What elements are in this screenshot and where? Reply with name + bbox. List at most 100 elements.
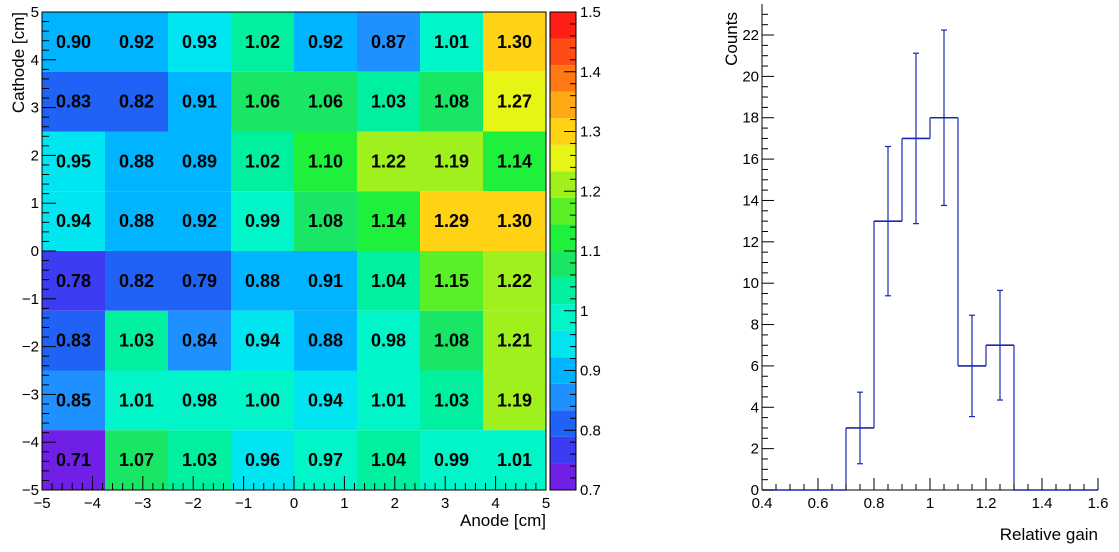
heatmap-cell — [168, 310, 231, 371]
x-tick-label: 0.6 — [808, 495, 829, 512]
histogram-axes — [761, 4, 1098, 491]
heatmap-cell-value: 1.02 — [245, 151, 280, 171]
heatmap-cell-value: 1.01 — [497, 450, 532, 470]
heatmap-cell — [168, 251, 231, 311]
colorbar-band — [550, 171, 576, 198]
colorbar: 0.7 0.8 0.9 1 1.1 1.2 1.3 1.4 1.5 — [549, 4, 601, 499]
y-tick-label: 5 — [31, 4, 39, 21]
heatmap-cell-value: 1.06 — [245, 92, 280, 112]
heatmap-cell — [420, 251, 483, 311]
histogram-y-ticks: 0 2 4 6 8 10 12 14 16 18 20 22 — [742, 13, 774, 499]
x-tick-label: 3 — [441, 495, 449, 512]
heatmap-cell-value: 1.03 — [182, 450, 217, 470]
heatmap-cell — [42, 310, 105, 371]
x-tick-label: 0.8 — [864, 495, 885, 512]
y-tick-label: 4 — [31, 52, 39, 69]
heatmap-cell-value: 1.01 — [119, 390, 154, 410]
heatmap-cell — [231, 12, 294, 72]
colorbar-bands — [550, 12, 576, 490]
histogram-panel: 0.4 0.6 0.8 1 1.2 1.4 1.6 0246810121416182022 … — [722, 4, 1108, 544]
heatmap-cell — [168, 131, 231, 192]
colorbar-band — [550, 251, 576, 278]
heatmap-cell-value: 1.14 — [497, 151, 532, 171]
heatmap-cell — [483, 310, 546, 371]
heatmap-cell-value: 0.99 — [245, 211, 280, 231]
heatmap-cell — [483, 191, 546, 251]
heatmap-cell-value: 1.01 — [371, 390, 406, 410]
heatmap-cell-value: 1.30 — [497, 211, 532, 231]
heatmap-cell — [420, 12, 483, 72]
y-tick-label: 4 — [751, 399, 759, 416]
heatmap-cell — [357, 310, 420, 371]
colorbar-ticks: 0.7 0.8 0.9 1 1.1 1.2 1.3 1.4 1.5 — [564, 4, 601, 499]
heatmap-cell — [42, 370, 105, 431]
heatmap-cell — [357, 12, 420, 72]
x-tick-label: 1 — [340, 495, 348, 512]
colorbar-tick-label: 1.2 — [580, 183, 601, 200]
heatmap-cell-value: 1.06 — [308, 92, 343, 112]
x-tick-label: −4 — [84, 495, 101, 512]
colorbar-band — [550, 304, 576, 331]
heatmap-cell — [420, 310, 483, 371]
heatmap-cell — [105, 430, 168, 490]
heatmap-cell — [294, 310, 357, 371]
y-tick-label: 10 — [742, 275, 759, 292]
y-tick-label: 1 — [31, 195, 39, 212]
colorbar-band — [550, 197, 576, 225]
heatmap-cell — [231, 370, 294, 431]
histogram-y-axis-label: Counts — [722, 12, 741, 66]
heatmap-cell — [231, 310, 294, 371]
heatmap-cell-value: 0.84 — [182, 331, 217, 351]
heatmap-cell — [105, 191, 168, 251]
heatmap-cell-value: 1.03 — [371, 92, 406, 112]
heatmap-cell-value: 0.98 — [371, 331, 406, 351]
y-tick-label: −1 — [22, 291, 39, 308]
heatmap-cell — [357, 251, 420, 311]
heatmap-cell — [420, 71, 483, 132]
heatmap-cell — [420, 191, 483, 251]
heatmap-cell-value: 1.08 — [308, 211, 343, 231]
heatmap-cell-value: 1.27 — [497, 92, 532, 112]
heatmap-cell-value: 0.88 — [245, 271, 280, 291]
colorbar-band — [550, 65, 576, 92]
colorbar-band — [550, 463, 576, 490]
heatmap-cell-value: 0.78 — [56, 271, 91, 291]
heatmap-cell-value: 1.21 — [497, 331, 532, 351]
y-tick-label: 14 — [742, 192, 759, 209]
y-tick-label: 0 — [751, 482, 759, 499]
heatmap-cell — [420, 430, 483, 490]
colorbar-band — [550, 436, 576, 464]
heatmap-cell — [294, 71, 357, 132]
heatmap-cell-value: 0.88 — [119, 151, 154, 171]
heatmap-cell-value: 0.94 — [245, 331, 280, 351]
heatmap-cell-value: 1.07 — [119, 450, 154, 470]
heatmap-cell-value: 1.14 — [371, 211, 406, 231]
heatmap-value-labels: 0.90 0.92 0.93 1.02 0.92 0.87 1.01 1.30 0.83 0.82… — [56, 32, 532, 470]
x-tick-label: −3 — [134, 495, 151, 512]
heatmap-cell-value: 0.95 — [56, 151, 91, 171]
heatmap-cell-value: 0.89 — [182, 151, 217, 171]
heatmap-cell-value: 0.93 — [182, 32, 217, 52]
heatmap-cell-value: 0.88 — [308, 331, 343, 351]
heatmap-cell — [42, 430, 105, 490]
heatmap-cell-value: 1.04 — [371, 450, 406, 470]
heatmap-cell-value: 1.22 — [371, 151, 406, 171]
x-tick-label: 5 — [542, 495, 550, 512]
heatmap-cell-value: 1.19 — [434, 151, 469, 171]
histogram-error-bars — [857, 29, 1003, 465]
heatmap-cell — [42, 251, 105, 311]
y-tick-label: 20 — [742, 68, 759, 85]
colorbar-tick-label: 1.3 — [580, 124, 601, 141]
heatmap-cell-value: 0.83 — [56, 92, 91, 112]
heatmap-cell — [483, 430, 546, 490]
heatmap-cell — [357, 430, 420, 490]
heatmap-cell — [105, 12, 168, 72]
heatmap-cell-value: 0.88 — [119, 211, 154, 231]
heatmap-cell — [294, 131, 357, 192]
heatmap-cell — [357, 71, 420, 132]
heatmap-cell — [357, 191, 420, 251]
y-tick-label: −3 — [22, 386, 39, 403]
heatmap-cell — [168, 191, 231, 251]
heatmap-cell — [105, 71, 168, 132]
x-tick-label: 2 — [391, 495, 399, 512]
